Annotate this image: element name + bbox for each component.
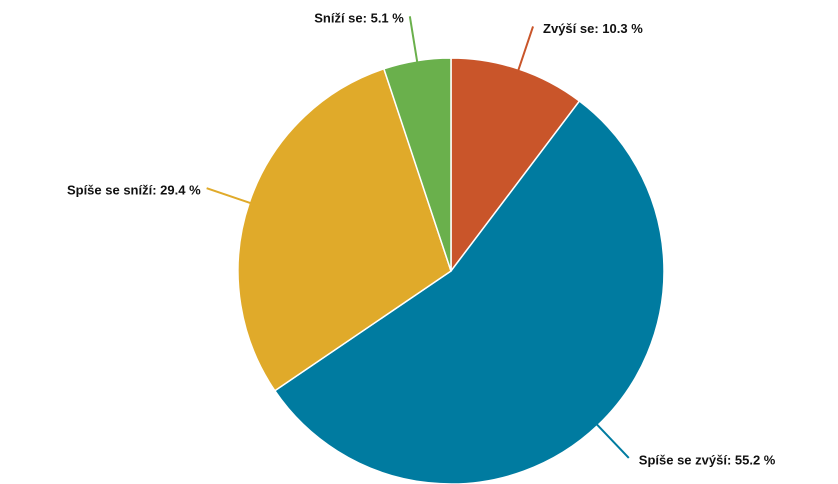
data-label: Zvýší se: 10.3 %	[543, 21, 643, 36]
leader-line	[595, 423, 630, 459]
leader-line	[408, 16, 419, 63]
data-label: Sníží se: 5.1 %	[314, 11, 404, 26]
leader-line	[206, 187, 252, 205]
leader-line	[517, 26, 534, 72]
data-label: Spíše se sníží: 29.4 %	[67, 183, 201, 198]
data-label: Spíše se zvýší: 55.2 %	[639, 452, 776, 467]
